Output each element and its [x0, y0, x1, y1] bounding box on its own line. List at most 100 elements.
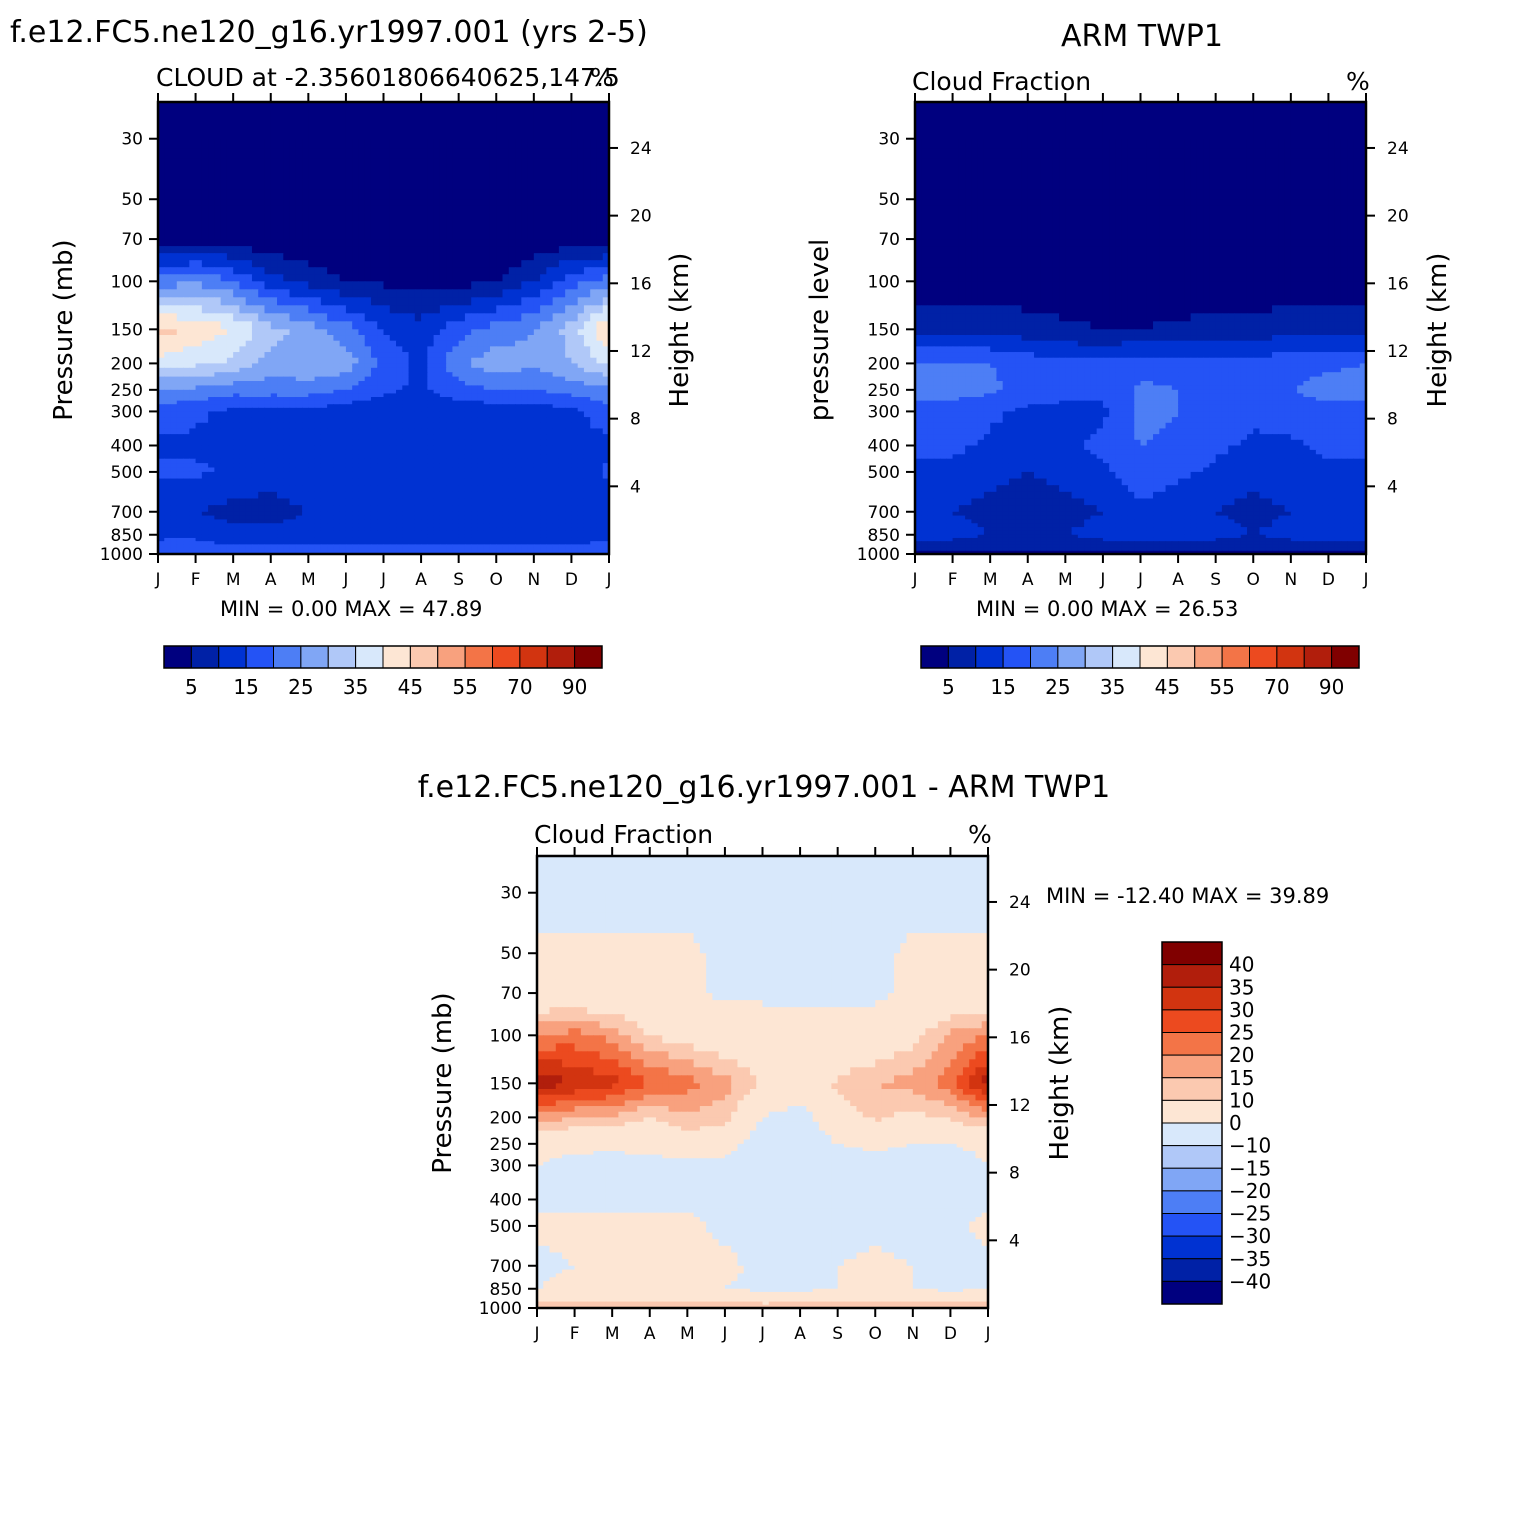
- contour-cell: [396, 439, 403, 447]
- contour-cell: [464, 189, 472, 200]
- contour-cell: [302, 422, 309, 430]
- contour-cell: [521, 511, 529, 517]
- contour-cell: [439, 534, 447, 539]
- contour-cell: [370, 397, 378, 402]
- contour-cell: [327, 148, 334, 160]
- contour-cell: [170, 389, 178, 395]
- contour-cell: [164, 534, 172, 539]
- contour-cell: [339, 179, 347, 190]
- contour-cell: [565, 381, 573, 387]
- contour-cell: [427, 478, 435, 486]
- contour-cell: [295, 491, 303, 500]
- contour-cell: [396, 534, 403, 539]
- contour-cell: [458, 519, 466, 524]
- contour-cell: [427, 205, 435, 214]
- contour-cell: [515, 471, 522, 480]
- contour-cell: [577, 404, 585, 409]
- contour-cell: [358, 411, 366, 418]
- contour-cell: [314, 313, 322, 322]
- contour-cell: [320, 393, 328, 398]
- contour-cell: [577, 428, 585, 435]
- contour-cell: [302, 527, 309, 532]
- contour-cell: [164, 321, 172, 330]
- contour-cell: [308, 404, 316, 409]
- contour-cell: [477, 381, 485, 387]
- contour-cell: [333, 422, 341, 430]
- contour-cell: [383, 267, 391, 275]
- contour-cell: [433, 534, 441, 539]
- contour-cell: [533, 397, 541, 402]
- contour-cell: [471, 267, 479, 275]
- contour-cell: [427, 232, 435, 240]
- contour-cell: [214, 148, 222, 160]
- contour-cell: [183, 168, 190, 180]
- contour-cell: [295, 253, 303, 261]
- contour-cell: [483, 515, 491, 521]
- contour-cell: [471, 458, 479, 464]
- contour-cell: [308, 523, 316, 528]
- contour-cell: [433, 519, 441, 524]
- contour-cell: [189, 527, 197, 532]
- contour-cell: [239, 515, 247, 521]
- contour-cell: [552, 407, 560, 413]
- contour-cell: [596, 537, 604, 542]
- contour-cell: [314, 357, 322, 364]
- contour-cell: [464, 305, 472, 314]
- contour-cell: [220, 458, 228, 464]
- contour-cell: [446, 454, 453, 460]
- contour-cell: [270, 281, 278, 290]
- contour-cell: [364, 434, 372, 441]
- contour-cell: [477, 417, 485, 424]
- contour-cell: [345, 519, 353, 524]
- contour-cell: [283, 189, 291, 200]
- contour-cell: [464, 313, 472, 322]
- contour-cell: [502, 515, 510, 521]
- contour-cell: [164, 346, 172, 353]
- contour-cell: [270, 352, 278, 359]
- contour-cell: [477, 445, 485, 451]
- contour-cell: [164, 305, 172, 314]
- contour-cell: [327, 352, 334, 359]
- contour-cell: [571, 158, 579, 170]
- contour-cell: [320, 505, 328, 513]
- contour-cell: [602, 417, 609, 424]
- contour-cell: [602, 505, 609, 513]
- contour-cell: [433, 397, 441, 402]
- contour-cell: [320, 246, 328, 254]
- contour-cell: [239, 471, 247, 480]
- contour-cell: [471, 297, 479, 306]
- contour-cell: [546, 335, 554, 342]
- contour-cell: [408, 357, 416, 364]
- contour-cell: [201, 179, 209, 190]
- contour-cell: [439, 485, 447, 493]
- contour-cell: [264, 199, 272, 207]
- contour-cell: [577, 478, 585, 486]
- contour-cell: [427, 458, 435, 464]
- contour-cell: [358, 340, 366, 347]
- contour-cell: [264, 400, 272, 405]
- contour-cell: [527, 439, 535, 447]
- contour-cell: [383, 199, 391, 207]
- contour-cell: [565, 397, 573, 402]
- contour-cell: [577, 467, 585, 473]
- contour-cell: [226, 363, 234, 369]
- contour-cell: [320, 519, 328, 524]
- contour-cell: [502, 260, 510, 268]
- contour-cell: [226, 498, 234, 506]
- contour-cell: [540, 515, 547, 521]
- contour-cell: [233, 428, 241, 435]
- contour-cell: [527, 385, 535, 391]
- contour-cell: [502, 346, 510, 353]
- contour-cell: [283, 267, 291, 275]
- contour-cell: [452, 168, 460, 180]
- contour-cell: [540, 212, 547, 220]
- contour-cell: [358, 534, 366, 539]
- contour-cell: [345, 411, 353, 418]
- contour-cell: [283, 239, 291, 247]
- contour-cell: [245, 467, 253, 473]
- contour-cell: [226, 212, 234, 220]
- contour-cell: [402, 385, 410, 391]
- contour-cell: [389, 168, 397, 180]
- contour-cell: [421, 463, 428, 469]
- contour-cell: [364, 389, 372, 395]
